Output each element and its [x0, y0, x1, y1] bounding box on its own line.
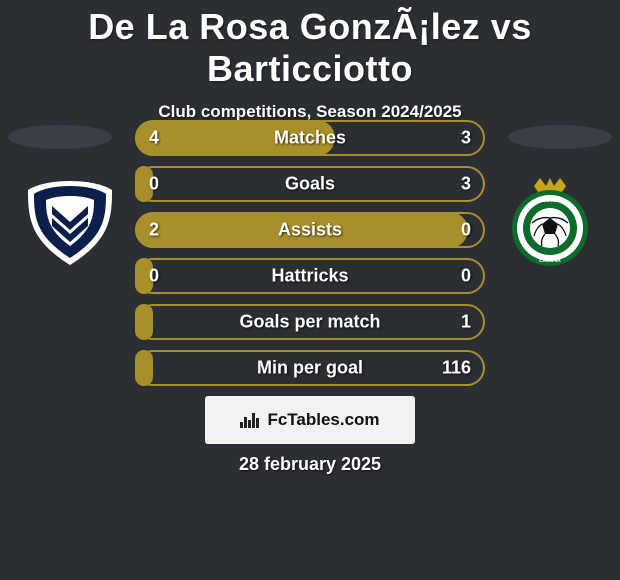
fctables-icon [240, 413, 259, 428]
stat-bar-fill [135, 120, 335, 156]
stat-row: Hattricks00 [135, 258, 485, 294]
footer-text: FcTables.com [267, 410, 379, 430]
club-badge-left [20, 178, 120, 268]
date-text: 28 february 2025 [0, 454, 620, 475]
stat-bar-fill [135, 166, 153, 202]
stat-bar-fill [135, 304, 153, 340]
stat-row: Assists20 [135, 212, 485, 248]
svg-text:LAGUNA: LAGUNA [539, 258, 561, 264]
flag-right [508, 125, 612, 149]
stat-bar-fill [135, 212, 468, 248]
stat-bar-fill [135, 350, 153, 386]
club-badge-right: CLUB LAGUNA [500, 178, 600, 268]
page-title: De La Rosa GonzÃ¡lez vs Barticciotto [0, 0, 620, 90]
stat-bar-track [135, 258, 485, 294]
stat-bar-track [135, 350, 485, 386]
stat-bar-fill [135, 258, 153, 294]
stats-bars: Matches43 Goals03 Assists20 Hattricks00 Goal… [135, 120, 485, 396]
flag-left [8, 125, 112, 149]
stat-bar-track [135, 166, 485, 202]
subtitle: Club competitions, Season 2024/2025 [0, 102, 620, 122]
svg-text:CLUB: CLUB [543, 198, 557, 204]
stat-row: Goals03 [135, 166, 485, 202]
stat-row: Min per goal116 [135, 350, 485, 386]
stat-row: Goals per match1 [135, 304, 485, 340]
stat-row: Matches43 [135, 120, 485, 156]
footer-attribution: FcTables.com [205, 396, 415, 444]
stat-bar-track [135, 304, 485, 340]
